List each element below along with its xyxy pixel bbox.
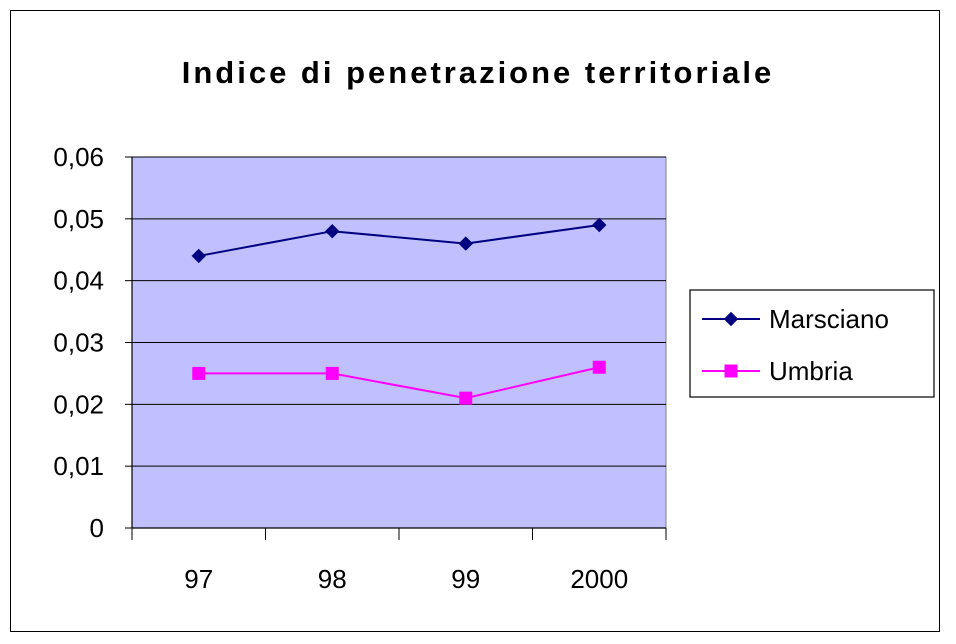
y-tick-label: 0,05 — [53, 204, 104, 234]
x-tick-label: 97 — [184, 564, 213, 594]
y-tick-label: 0,03 — [53, 328, 104, 358]
data-point-marsciano — [325, 223, 340, 239]
chart-title: Indice di penetrazione territoriale — [182, 55, 775, 90]
y-tick-label: 0,02 — [53, 389, 104, 419]
data-point-umbria — [459, 391, 473, 405]
legend-box — [689, 289, 935, 398]
data-point-umbria — [592, 360, 606, 374]
series-line-marsciano — [198, 224, 600, 257]
x-tick-label: 99 — [451, 564, 480, 594]
y-tick-label: 0,01 — [53, 451, 104, 481]
y-tick-label: 0 — [90, 513, 104, 543]
x-tick-label: 2000 — [570, 564, 628, 594]
legend: Marsciano Umbria — [689, 289, 935, 398]
gridlines — [132, 156, 666, 467]
y-tick-label: 0,06 — [53, 142, 104, 172]
data-point-marsciano — [458, 236, 473, 251]
data-point-umbria — [325, 366, 339, 380]
data-point-umbria — [192, 366, 206, 380]
data-point-marsciano — [592, 217, 607, 233]
y-tick-label: 0,04 — [53, 266, 104, 296]
legend-marker-marsciano — [723, 311, 739, 327]
legend-label-umbria: Umbria — [769, 356, 853, 386]
legend-label-marsciano: Marsciano — [769, 304, 889, 334]
x-tick-label: 98 — [318, 564, 347, 594]
axes: 0 0,01 0,02 0,03 0,04 0,05 0,06 97 98 99 2000 — [53, 142, 667, 594]
legend-marker-umbria — [724, 364, 738, 378]
data-point-marsciano — [191, 248, 206, 264]
series-layer — [191, 217, 607, 405]
series-line-umbria — [198, 366, 600, 400]
